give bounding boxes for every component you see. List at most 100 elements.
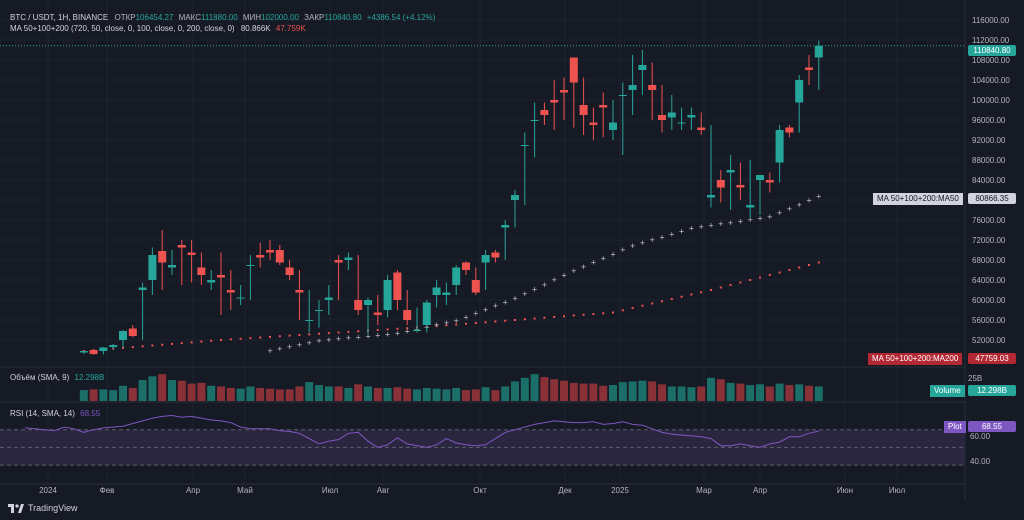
ma200-point [621, 309, 624, 312]
ma50-point: + [453, 317, 459, 325]
rsi-legend[interactable]: RSI (14, SMA, 14) 68.55 [10, 409, 100, 418]
volume-bar [275, 389, 284, 401]
ma200-point [288, 334, 291, 337]
ma50-point: + [590, 259, 596, 267]
candle-body [148, 255, 157, 280]
ma50-point: + [796, 201, 802, 209]
candle-body [89, 350, 98, 354]
ma50-point: + [786, 205, 792, 213]
candle-body [168, 265, 176, 268]
candle-body [530, 120, 539, 121]
ma200-point [768, 274, 771, 276]
ma200-label-tag: MA 50+100+200:MA200 [868, 353, 963, 365]
candle-body [207, 280, 216, 283]
volume-bar [638, 380, 647, 401]
candle-body [697, 127, 706, 130]
volume-bar [589, 383, 598, 401]
ma-indicator-label: MA 50+100+200 (720, 50, close, 0, 100, c… [10, 24, 235, 33]
ma200-point [141, 345, 144, 348]
volume-bar [471, 389, 480, 401]
volume-bar [187, 383, 196, 401]
ma-legend[interactable]: MA 50+100+200 (720, 50, close, 0, 100, c… [10, 24, 306, 33]
volume-bar [109, 390, 118, 401]
time-tick-label: Апр [186, 486, 201, 495]
ma-value-2: 47.759K [275, 24, 306, 33]
volume-bar [168, 379, 176, 401]
ma200-point [406, 327, 409, 330]
volume-bar [520, 377, 529, 401]
candle-body [197, 267, 206, 275]
price-tick-label: 72000.00 [972, 236, 1006, 245]
volume-bar [128, 387, 137, 401]
candle-body [520, 145, 529, 146]
volume-bar [540, 377, 549, 401]
volume-bar [491, 390, 500, 401]
volume-bar [599, 385, 608, 401]
volume-bar [197, 382, 206, 401]
ma50-point: + [581, 263, 587, 271]
candle-body [236, 297, 245, 299]
candle-body [579, 105, 588, 115]
volume-bar [373, 387, 382, 401]
ma50-point: + [443, 319, 449, 327]
volume-bar [579, 383, 588, 401]
time-tick-label: Авг [377, 486, 390, 495]
ma50-point: + [630, 242, 636, 250]
ma200-point [719, 286, 722, 289]
candle-body [177, 245, 186, 248]
ma200-point [778, 271, 781, 274]
ma50-point: + [287, 343, 293, 351]
ma50-point: + [532, 285, 538, 293]
ma50-point: + [649, 236, 655, 244]
ma50-point: + [679, 227, 685, 235]
volume-legend[interactable]: Объём (SMA, 9) 12.298B [10, 373, 104, 382]
candle-body [667, 112, 676, 118]
change-value: +4386.54 (+4.12%) [366, 13, 436, 22]
volume-bar [667, 386, 676, 401]
volume-bar [432, 388, 441, 401]
ma200-point [210, 339, 213, 342]
ma50-point: + [728, 219, 734, 227]
candle-body [334, 260, 343, 263]
ma50-point: + [571, 267, 577, 275]
rsi-plot-label-tag: Plot [944, 421, 966, 433]
candle-body [481, 255, 490, 263]
ma50-point: + [473, 310, 479, 318]
candle-body [540, 110, 549, 115]
ma200-point [602, 312, 605, 315]
ma50-point: + [669, 230, 675, 238]
ma-value-1: 80.866K [240, 24, 271, 33]
volume-bar [266, 388, 274, 401]
candle-body [295, 290, 304, 293]
ma50-point: + [502, 298, 508, 306]
ma200-point [808, 264, 810, 266]
ma200-point [465, 322, 467, 325]
time-tick-label: Июн [837, 486, 853, 495]
volume-bar [569, 382, 578, 401]
ma50-point: + [600, 255, 606, 263]
ma50-point: + [561, 272, 567, 280]
candle-body [471, 280, 480, 293]
time-tick-label: Дек [558, 486, 572, 495]
candle-body [775, 130, 784, 163]
volume-bar [236, 388, 245, 401]
volume-bar [383, 387, 392, 401]
ma200-point [229, 338, 232, 341]
time-tick-label: Окт [473, 486, 487, 495]
ma50-point: + [375, 331, 381, 339]
ma200-value-tag: 47759.03 [968, 353, 1016, 364]
candle-body [677, 122, 686, 124]
rsi-plot-value-tag: 68.55 [968, 421, 1016, 432]
candle-body [99, 347, 108, 351]
candle-body [628, 85, 637, 90]
price-tick-label: 52000.00 [972, 336, 1006, 345]
tradingview-brand[interactable]: TradingView [8, 503, 78, 513]
price-tick-label: 96000.00 [972, 116, 1006, 125]
symbol-legend[interactable]: BTC / USDT, 1H, BINANCE ОТКР106454.27 МА… [10, 13, 435, 22]
time-tick-label: 2024 [39, 486, 57, 495]
high-label: МАКС [178, 13, 202, 22]
rsi-band [0, 429, 965, 466]
ma200-point [161, 343, 164, 346]
open-label: ОТКР [114, 13, 136, 22]
